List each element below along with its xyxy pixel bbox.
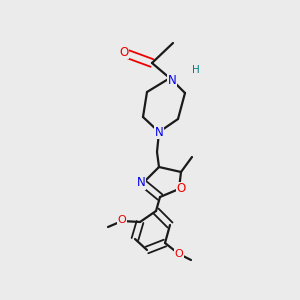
Text: O: O [119,46,129,59]
Text: H: H [192,65,200,75]
Text: N: N [168,74,176,86]
Text: O: O [176,182,186,196]
Text: O: O [118,215,126,225]
Text: N: N [154,125,164,139]
Text: N: N [136,176,146,190]
Text: O: O [175,249,183,259]
